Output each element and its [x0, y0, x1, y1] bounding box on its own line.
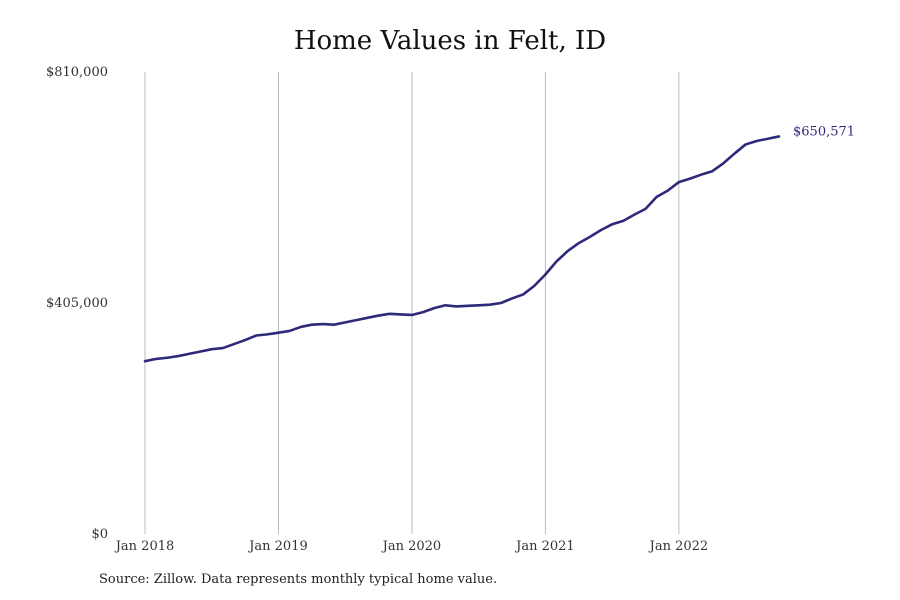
y-tick-label: $405,000: [46, 296, 108, 311]
x-tick-label: Jan 2021: [514, 539, 575, 554]
data-labels: $650,571: [793, 124, 855, 139]
y-tick-label: $810,000: [46, 65, 108, 80]
gridlines: [144, 72, 680, 534]
end-value-label: $650,571: [793, 124, 855, 139]
x-tick-label: Jan 2019: [247, 539, 308, 554]
series-line: [143, 135, 781, 363]
x-axis: Jan 2018 Jan 2019 Jan 2020 Jan 2021 Jan 2022: [114, 539, 708, 554]
y-axis: $0 $405,000 $810,000: [46, 65, 108, 542]
x-tick-label: Jan 2020: [381, 539, 442, 554]
y-tick-label: $0: [91, 527, 108, 542]
series-group: [143, 135, 781, 363]
chart-title: Home Values in Felt, ID: [293, 26, 607, 56]
source-note: Source: Zillow. Data represents monthly …: [99, 572, 498, 587]
x-tick-label: Jan 2018: [114, 539, 175, 554]
x-tick-label: Jan 2022: [648, 539, 709, 554]
